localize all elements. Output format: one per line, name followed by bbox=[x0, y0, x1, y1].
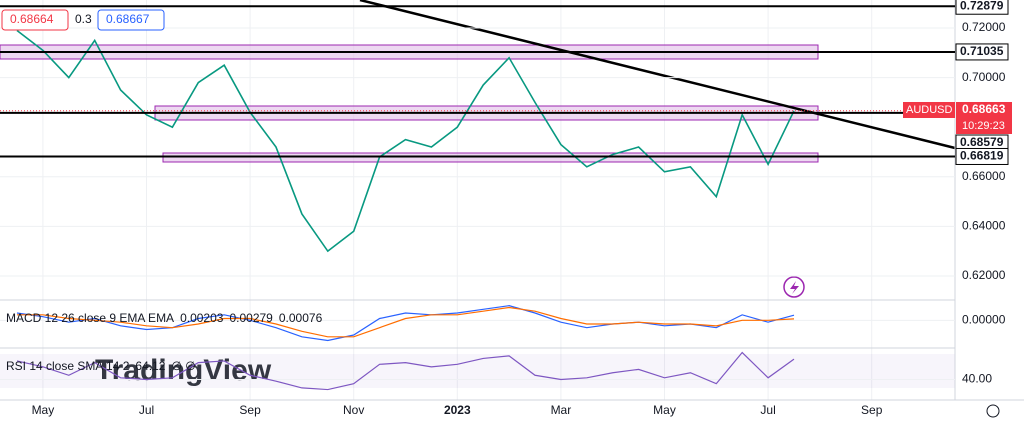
x-tick-label: Sep bbox=[861, 403, 883, 417]
symbol-tag bbox=[903, 102, 955, 118]
indicator-label: RSI 14 close SMA 14 2 bbox=[6, 359, 130, 373]
event-icon-glyph bbox=[790, 281, 799, 294]
level-label: 0.66819 bbox=[960, 149, 1004, 163]
level-label-box bbox=[955, 0, 1009, 15]
last-price: 0.68663 bbox=[962, 102, 1006, 116]
level-label-box bbox=[955, 43, 1009, 61]
ask-box bbox=[97, 9, 165, 31]
indicator-label: MACD 12 26 close 9 EMA EMA bbox=[6, 311, 174, 325]
series-line bbox=[16, 29, 795, 253]
level-label: 0.68579 bbox=[960, 135, 1004, 149]
symbol-tag-text: AUDUSD bbox=[906, 104, 953, 116]
bid-box bbox=[1, 9, 69, 31]
y-tick-label: 0.64000 bbox=[962, 219, 1006, 233]
x-tick-label: May bbox=[32, 403, 55, 417]
x-tick-label: Mar bbox=[551, 403, 572, 417]
y-tick-label: 0.72000 bbox=[962, 20, 1006, 34]
series-line bbox=[17, 306, 795, 338]
y-tick-label: 0.70000 bbox=[962, 70, 1006, 84]
level-label-box bbox=[955, 147, 1009, 165]
indicator-value: 0.00076 bbox=[279, 311, 323, 325]
x-tick-label: Nov bbox=[343, 403, 364, 417]
indicator-extra: ∅ ∅ bbox=[171, 359, 195, 373]
support-zone bbox=[162, 152, 819, 163]
y-tick-label: 0.62000 bbox=[962, 268, 1006, 282]
x-tick-label: 2023 bbox=[444, 403, 471, 417]
vertical-grid bbox=[42, 0, 873, 400]
countdown: 10:29:23 bbox=[962, 120, 1005, 132]
y-tick-label: 0.66000 bbox=[962, 169, 1006, 183]
x-tick-label: May bbox=[653, 403, 676, 417]
indicator-value: 64.12 bbox=[135, 359, 165, 373]
spread: 0.3 bbox=[75, 12, 92, 26]
bid-price: 0.68664 bbox=[10, 12, 54, 26]
x-tick-label: Jul bbox=[139, 403, 154, 417]
indicator-value: 0.00203 bbox=[180, 311, 224, 325]
level-label: 0.71035 bbox=[960, 44, 1004, 58]
level-label: 0.72879 bbox=[960, 0, 1004, 12]
x-tick-label: Jul bbox=[760, 403, 775, 417]
settings-icon[interactable] bbox=[986, 404, 1000, 418]
series-line bbox=[16, 305, 795, 342]
last-price-box bbox=[956, 102, 1012, 134]
trendline bbox=[359, 0, 956, 150]
y-tick-label: 0.00000 bbox=[962, 313, 1006, 327]
ask-price: 0.68667 bbox=[106, 12, 150, 26]
y-tick-label: 40.00 bbox=[962, 372, 992, 386]
indicator-value: 0.00279 bbox=[229, 311, 273, 325]
x-tick-label: Sep bbox=[239, 403, 261, 417]
series-line bbox=[16, 351, 795, 391]
